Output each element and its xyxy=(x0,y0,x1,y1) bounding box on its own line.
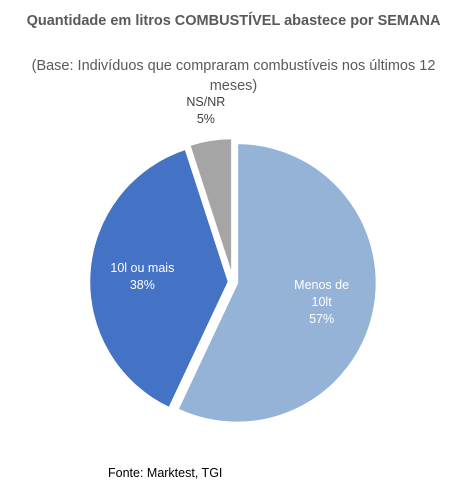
slice-label-3: NS/NR 5% xyxy=(186,95,225,126)
slice-name-1: 10lt xyxy=(312,295,333,309)
source-note: Fonte: Marktest, TGI xyxy=(108,466,223,480)
slice-label-1: Menos de 10lt 57% xyxy=(294,278,349,326)
slice-label-2: 10l ou mais 38% xyxy=(110,261,174,292)
chart-title: Quantidade em litros COMBUSTÍVEL abastec… xyxy=(26,13,441,29)
pie-slice-3 xyxy=(187,136,234,280)
slice-value-2: 38% xyxy=(130,278,155,292)
chart-subtitle: (Base: Indivíduos que compraram combustí… xyxy=(31,58,436,94)
slice-value-3: 5% xyxy=(197,112,215,126)
slice-name-1: Menos de xyxy=(294,278,349,292)
pie-slice-1 xyxy=(176,141,379,425)
slice-name-3: NS/NR xyxy=(186,95,225,109)
slice-value-1: 57% xyxy=(309,312,334,326)
pie-slice-2 xyxy=(87,147,231,410)
slice-name-2: 10l ou mais xyxy=(110,261,174,275)
